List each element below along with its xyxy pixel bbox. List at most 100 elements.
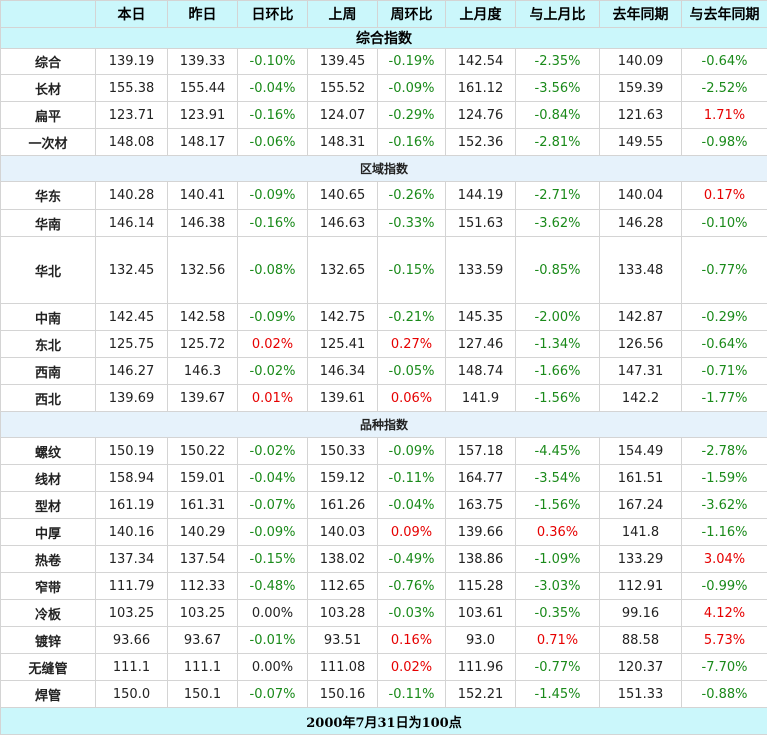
- change-cell: -2.52%: [681, 74, 767, 102]
- change-cell: -3.62%: [681, 491, 767, 519]
- row-label: 扁平: [0, 101, 96, 129]
- value-cell: 150.33: [307, 437, 378, 465]
- value-cell: 133.48: [599, 236, 682, 304]
- table-row: 热卷 137.34 137.54 -0.15% 138.02 -0.49% 138.86 -1…: [0, 545, 767, 573]
- change-cell: -0.02%: [237, 357, 308, 385]
- value-cell: 125.75: [95, 330, 168, 358]
- value-cell: 133.29: [599, 545, 682, 573]
- value-cell: 138.02: [307, 545, 378, 573]
- change-cell: -0.15%: [377, 236, 446, 304]
- change-cell: -0.09%: [237, 518, 308, 546]
- change-cell: -0.98%: [681, 128, 767, 156]
- table-row: 长材 155.38 155.44 -0.04% 155.52 -0.09% 161.12 -3…: [0, 74, 767, 102]
- value-cell: 155.52: [307, 74, 378, 102]
- table-row: 冷板 103.25 103.25 0.00% 103.28 -0.03% 103.61 -0.…: [0, 599, 767, 627]
- value-cell: 148.17: [167, 128, 238, 156]
- value-cell: 144.19: [445, 181, 516, 210]
- row-label: 型材: [0, 491, 96, 519]
- change-cell: -1.66%: [515, 357, 600, 385]
- row-label: 镀锌: [0, 626, 96, 654]
- change-cell: 0.09%: [377, 518, 446, 546]
- section-header-row: 区域指数: [0, 155, 767, 182]
- header-cell-today: 本日: [95, 0, 168, 28]
- change-cell: -0.16%: [377, 128, 446, 156]
- value-cell: 88.58: [599, 626, 682, 654]
- value-cell: 132.45: [95, 236, 168, 304]
- change-cell: -0.09%: [377, 437, 446, 465]
- value-cell: 137.34: [95, 545, 168, 573]
- change-cell: -0.07%: [237, 491, 308, 519]
- value-cell: 121.63: [599, 101, 682, 129]
- table-row: 中南 142.45 142.58 -0.09% 142.75 -0.21% 145.35 -2…: [0, 303, 767, 331]
- change-cell: -0.49%: [377, 545, 446, 573]
- change-cell: 0.00%: [237, 599, 308, 627]
- change-cell: 0.16%: [377, 626, 446, 654]
- section-title: 品种指数: [0, 411, 767, 438]
- row-label: 线材: [0, 464, 96, 492]
- value-cell: 146.14: [95, 209, 168, 237]
- value-cell: 146.27: [95, 357, 168, 385]
- change-cell: 5.73%: [681, 626, 767, 654]
- change-cell: 0.02%: [377, 653, 446, 681]
- value-cell: 124.76: [445, 101, 516, 129]
- change-cell: -0.10%: [681, 209, 767, 237]
- value-cell: 146.28: [599, 209, 682, 237]
- value-cell: 103.61: [445, 599, 516, 627]
- section-title: 区域指数: [0, 155, 767, 182]
- value-cell: 157.18: [445, 437, 516, 465]
- change-cell: -1.56%: [515, 491, 600, 519]
- change-cell: -0.09%: [377, 74, 446, 102]
- table-row: 华北 132.45 132.56 -0.08% 132.65 -0.15% 133.59 -0…: [0, 236, 767, 304]
- value-cell: 159.39: [599, 74, 682, 102]
- value-cell: 150.16: [307, 680, 378, 708]
- value-cell: 141.8: [599, 518, 682, 546]
- value-cell: 163.75: [445, 491, 516, 519]
- table-row: 焊管 150.0 150.1 -0.07% 150.16 -0.11% 152.21 -1.4…: [0, 680, 767, 708]
- footer-note: 2000年7月31日为100点: [0, 707, 767, 735]
- table-row: 一次材 148.08 148.17 -0.06% 148.31 -0.16% 152.36-…: [0, 128, 767, 156]
- value-cell: 146.34: [307, 357, 378, 385]
- change-cell: -0.29%: [377, 101, 446, 129]
- value-cell: 150.19: [95, 437, 168, 465]
- header-cell-year-change: 与去年同期: [681, 0, 767, 28]
- value-cell: 152.21: [445, 680, 516, 708]
- change-cell: -0.01%: [237, 626, 308, 654]
- row-label: 华北: [0, 236, 96, 304]
- value-cell: 159.01: [167, 464, 238, 492]
- table-row: 窄带 111.79 112.33 -0.48% 112.65 -0.76% 115.28 -3…: [0, 572, 767, 600]
- value-cell: 124.07: [307, 101, 378, 129]
- table-row: 华南 146.14 146.38 -0.16% 146.63 -0.33% 151.63 -3…: [0, 209, 767, 237]
- value-cell: 142.75: [307, 303, 378, 331]
- table-row: 扁平 123.71 123.91 -0.16% 124.07 -0.29% 124.76 -0…: [0, 101, 767, 129]
- value-cell: 161.31: [167, 491, 238, 519]
- change-cell: -0.85%: [515, 236, 600, 304]
- row-label: 综合: [0, 48, 96, 75]
- value-cell: 151.63: [445, 209, 516, 237]
- change-cell: -2.81%: [515, 128, 600, 156]
- value-cell: 148.31: [307, 128, 378, 156]
- value-cell: 161.19: [95, 491, 168, 519]
- value-cell: 150.1: [167, 680, 238, 708]
- value-cell: 141.9: [445, 384, 516, 412]
- header-cell-last-month: 上月度: [445, 0, 516, 28]
- change-cell: -0.09%: [237, 303, 308, 331]
- value-cell: 159.12: [307, 464, 378, 492]
- row-label: 中厚: [0, 518, 96, 546]
- table-row: 西南 146.27 146.3 -0.02% 146.34 -0.05% 148.74 -1.…: [0, 357, 767, 385]
- change-cell: -0.84%: [515, 101, 600, 129]
- change-cell: -0.35%: [515, 599, 600, 627]
- value-cell: 142.87: [599, 303, 682, 331]
- change-cell: -7.70%: [681, 653, 767, 681]
- value-cell: 137.54: [167, 545, 238, 573]
- header-cell-yesterday: 昨日: [167, 0, 238, 28]
- value-cell: 103.25: [167, 599, 238, 627]
- value-cell: 103.25: [95, 599, 168, 627]
- change-cell: -0.15%: [237, 545, 308, 573]
- value-cell: 140.28: [95, 181, 168, 210]
- value-cell: 140.16: [95, 518, 168, 546]
- value-cell: 111.08: [307, 653, 378, 681]
- row-label: 西北: [0, 384, 96, 412]
- change-cell: -0.16%: [237, 101, 308, 129]
- change-cell: -4.45%: [515, 437, 600, 465]
- value-cell: 148.74: [445, 357, 516, 385]
